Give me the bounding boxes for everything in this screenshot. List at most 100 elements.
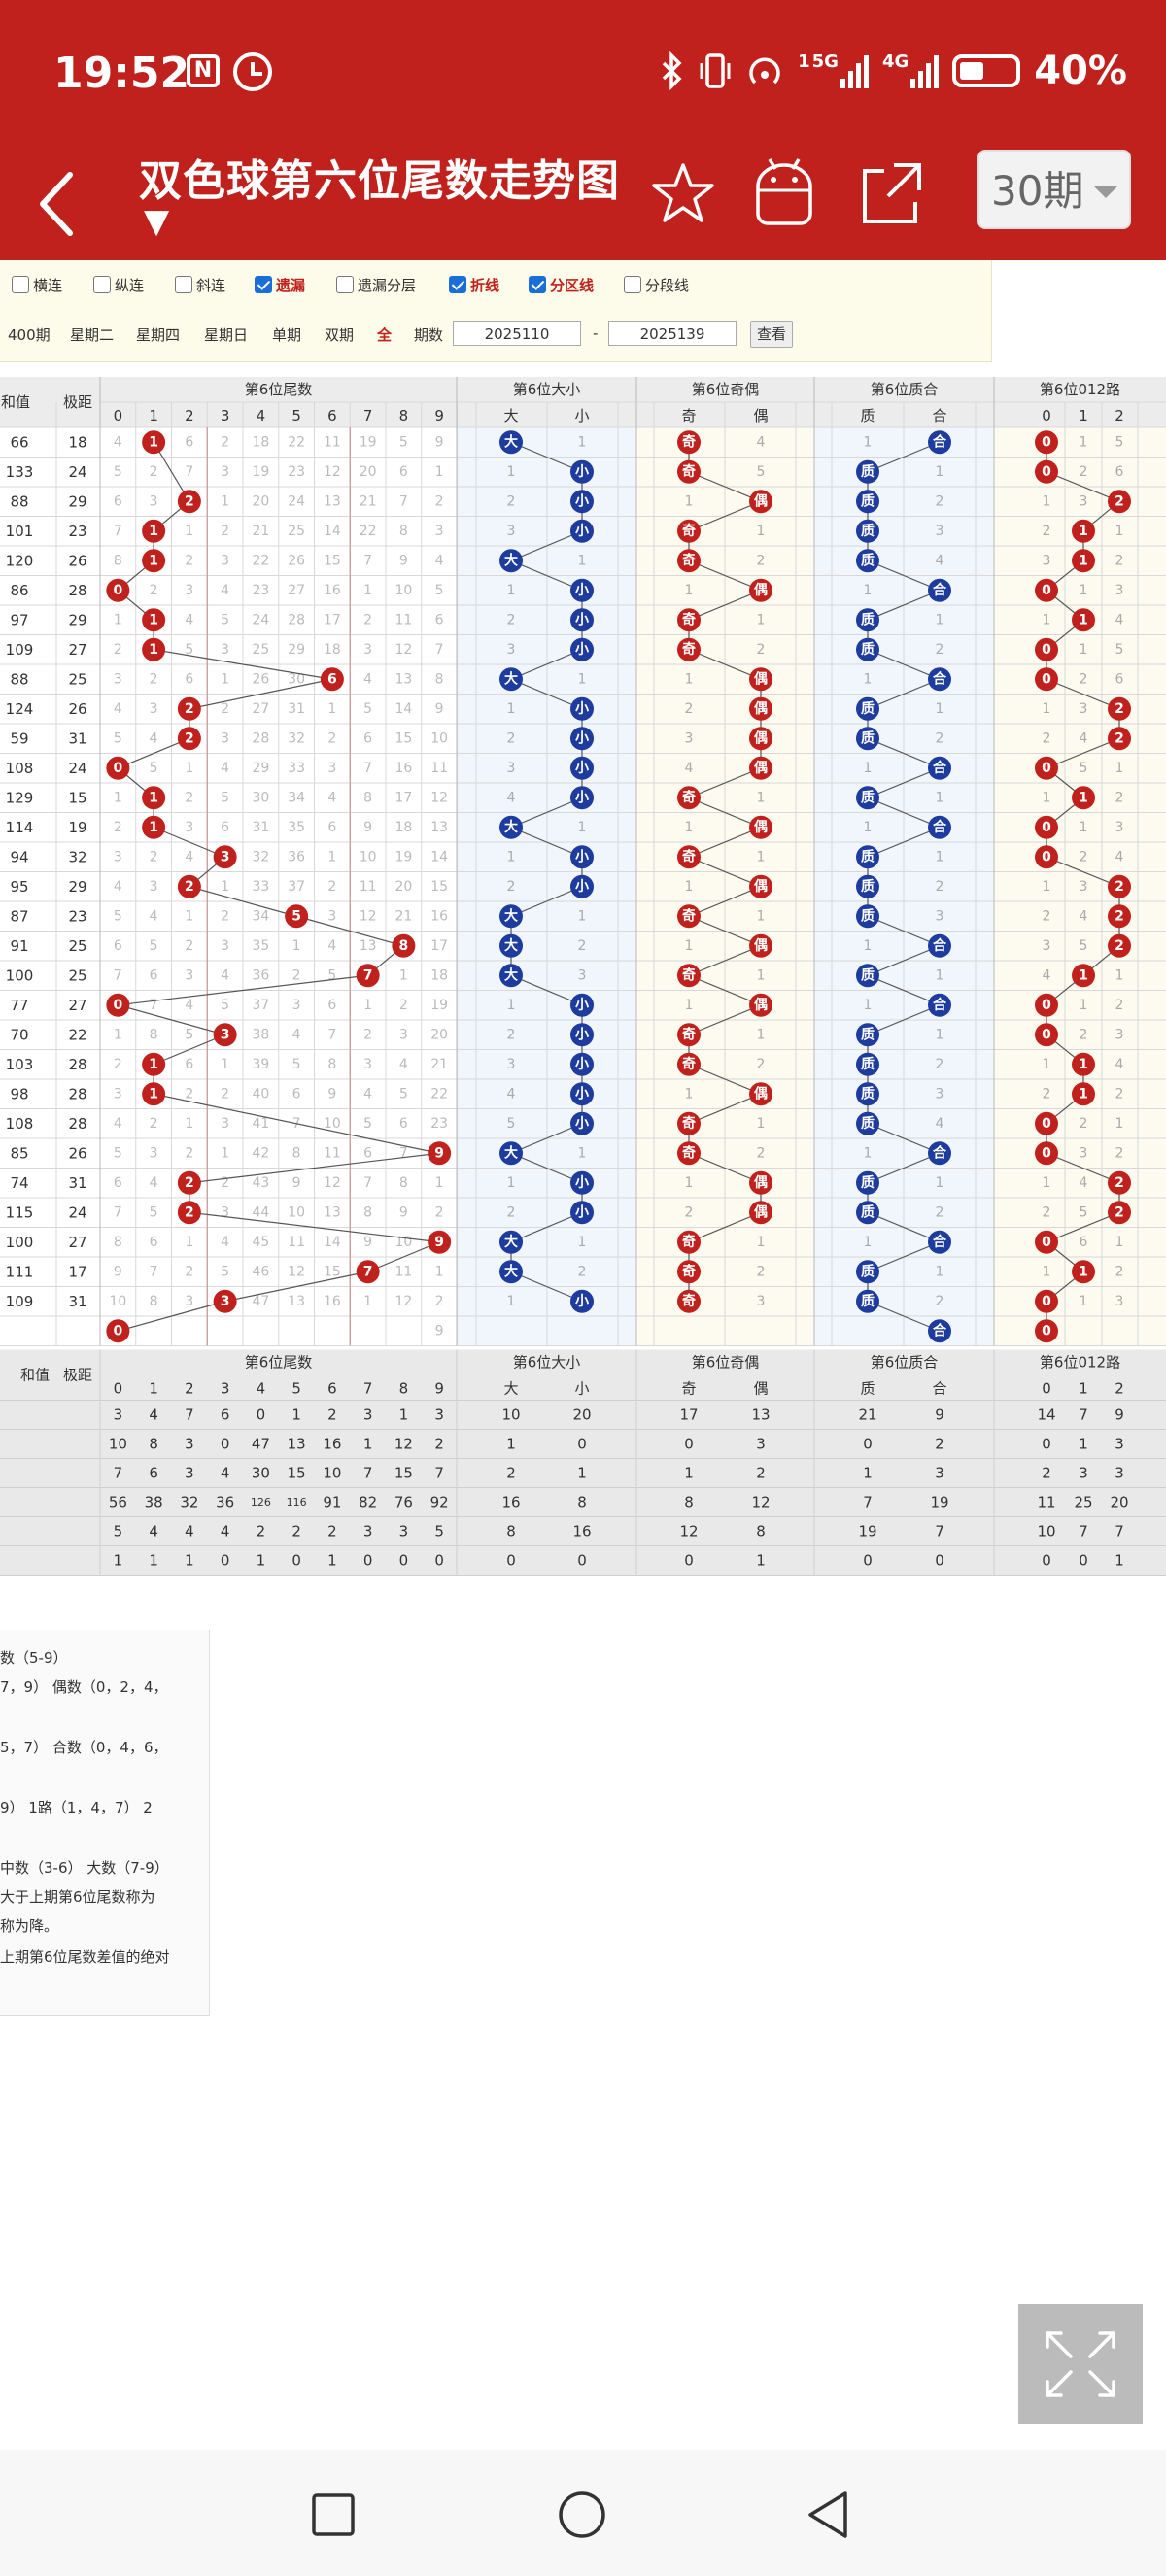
stats-value: 1 <box>149 1552 158 1570</box>
omission-value: 9 <box>435 1323 444 1339</box>
stats-value: 3 <box>363 1523 373 1541</box>
omission-value: 7 <box>363 761 372 776</box>
stats-value: 0 <box>221 1552 230 1570</box>
stats-value: 4 <box>149 1523 158 1541</box>
omission-value: 3 <box>185 1294 193 1309</box>
pc-ball <box>928 1230 951 1254</box>
omission-value: 5 <box>114 908 122 924</box>
bs-ball <box>570 1201 594 1225</box>
mod-ball <box>1035 1230 1058 1254</box>
link-all[interactable]: 全 <box>377 326 393 344</box>
stats-digit-header: 1 <box>149 1380 158 1398</box>
omission-value: 47 <box>252 1294 269 1309</box>
link-tuesday[interactable]: 星期二 <box>70 326 115 344</box>
share-icon[interactable] <box>855 157 927 229</box>
period-to-input[interactable]: 2025139 <box>608 321 737 346</box>
recent-apps-icon[interactable] <box>309 2491 358 2539</box>
filter-polyline[interactable]: 折线 <box>449 272 499 297</box>
checkbox-omission-layer[interactable] <box>336 276 354 293</box>
bs-ball <box>570 519 594 543</box>
status-bar: 19:52 N 1 5G 4G 40% <box>0 0 1166 146</box>
filter-horizontal[interactable]: 横连 <box>12 272 62 297</box>
link-400[interactable]: 400期 <box>8 326 51 344</box>
omission-value: 21 <box>430 1057 448 1072</box>
checkbox-diagonal[interactable] <box>175 276 192 293</box>
home-icon[interactable] <box>556 2489 608 2541</box>
checkbox-zone-line[interactable] <box>529 276 546 293</box>
star-icon[interactable] <box>649 159 717 227</box>
omission-value: 5 <box>221 998 229 1013</box>
stats-value: 1 <box>863 1465 873 1482</box>
sum-value: 88 <box>10 492 28 510</box>
back-icon[interactable] <box>29 165 87 243</box>
filter-segment-line[interactable]: 分段线 <box>624 272 689 297</box>
filter-panel: 横连 纵连 斜连 遗漏 遗漏分层 折线 分区线 分段线 400期 星期二 星期四… <box>0 260 992 362</box>
filter-vertical[interactable]: 纵连 <box>93 272 144 297</box>
link-sunday[interactable]: 星期日 <box>204 326 249 344</box>
digit-ball <box>177 874 201 898</box>
oe-ball-label: 奇 <box>682 966 696 983</box>
bs-ball-label: 大 <box>504 1234 518 1250</box>
checkbox-omission[interactable] <box>255 276 272 293</box>
mod-ball-label: 2 <box>1115 938 1124 954</box>
stats-digit-header: 8 <box>399 1380 409 1398</box>
filter-diagonal[interactable]: 斜连 <box>175 272 225 297</box>
bs-ball <box>499 549 523 573</box>
omission-value: 2 <box>507 612 516 627</box>
omission-value: 3 <box>399 1027 408 1042</box>
note-line: 中数（3-6） 大数（7-9） <box>0 1859 169 1877</box>
oe-ball <box>677 608 701 632</box>
omission-value: 6 <box>363 730 372 746</box>
filter-omission-layer[interactable]: 遗漏分层 <box>336 272 416 297</box>
omission-value: 1 <box>1080 820 1088 835</box>
omission-value: 25 <box>288 524 305 539</box>
omission-value: 5 <box>185 1027 193 1042</box>
page-title[interactable]: 双色球第六位尾数走势图 <box>139 156 620 206</box>
query-button[interactable]: 查看 <box>750 321 793 348</box>
oe-ball-label: 偶 <box>754 819 768 835</box>
title-dropdown-icon[interactable]: ▼ <box>144 202 170 241</box>
stats-value: 92 <box>430 1494 449 1511</box>
digit-ball <box>356 964 380 988</box>
stats-value: 0 <box>577 1436 587 1453</box>
stats-grid <box>0 1349 1166 1576</box>
omission-value: 1 <box>507 998 516 1013</box>
omission-value: 7 <box>114 967 122 983</box>
omission-value: 10 <box>288 1204 305 1220</box>
link-odd-period[interactable]: 单期 <box>272 326 302 344</box>
back-nav-icon[interactable] <box>805 2489 853 2541</box>
omission-value: 7 <box>363 1175 372 1191</box>
omission-value: 5 <box>399 1086 408 1102</box>
bs-ball <box>570 696 594 721</box>
omission-value: 6 <box>114 1175 122 1191</box>
checkbox-polyline[interactable] <box>449 276 466 293</box>
stats-value: 8 <box>149 1436 158 1453</box>
omission-value: 1 <box>864 761 873 776</box>
omission-value: 2 <box>757 1264 766 1279</box>
expand-icon[interactable] <box>1018 2304 1143 2424</box>
omission-value: 12 <box>324 1175 341 1191</box>
checkbox-horizontal[interactable] <box>12 276 29 293</box>
filter-omission[interactable]: 遗漏 <box>255 272 305 297</box>
oe-ball <box>749 933 772 958</box>
link-thursday[interactable]: 星期四 <box>136 326 181 344</box>
omission-value: 1 <box>757 1027 766 1042</box>
period-from-input[interactable]: 2025110 <box>453 321 581 346</box>
checkbox-vertical[interactable] <box>93 276 111 293</box>
mod-ball-label: 1 <box>1079 790 1088 805</box>
period-select[interactable]: 30期 <box>977 150 1131 229</box>
bs-ball <box>570 637 594 661</box>
filter-zone-line[interactable]: 分区线 <box>529 272 594 297</box>
checkbox-segment-line[interactable] <box>624 276 641 293</box>
omission-value: 5 <box>363 1116 372 1132</box>
range-value: 15 <box>68 789 86 806</box>
robot-icon[interactable] <box>748 153 820 231</box>
oe-header: 偶 <box>753 407 768 424</box>
omission-value: 10 <box>324 1116 341 1132</box>
stats-value: 20 <box>572 1407 591 1424</box>
link-even-period[interactable]: 双期 <box>325 326 355 344</box>
pc-ball <box>856 727 879 751</box>
omission-value: 13 <box>324 493 341 509</box>
pc-ball-label: 质 <box>861 966 874 983</box>
sum-value: 100 <box>6 1234 34 1251</box>
